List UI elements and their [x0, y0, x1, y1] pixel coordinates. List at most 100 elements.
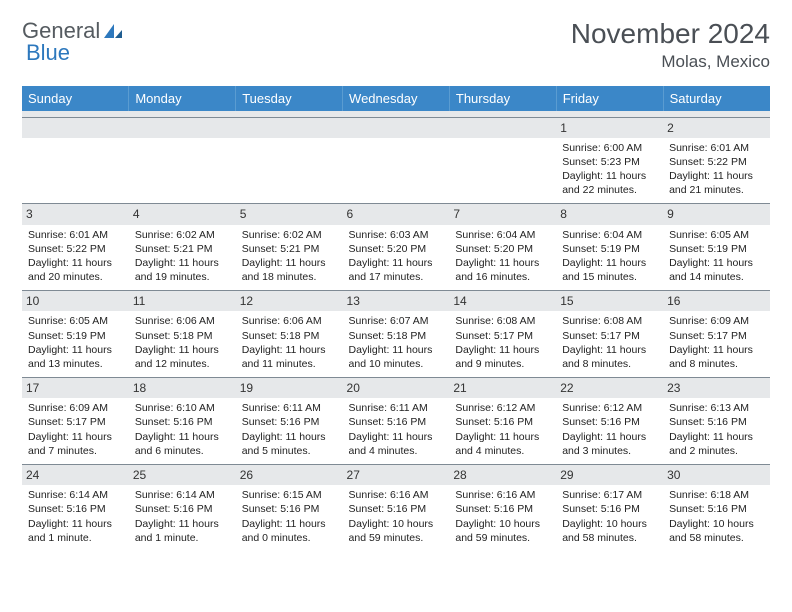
day-cell: 6Sunrise: 6:03 AMSunset: 5:20 PMDaylight…	[343, 204, 450, 291]
day-cell: 23Sunrise: 6:13 AMSunset: 5:16 PMDayligh…	[663, 378, 770, 465]
day-line: Daylight: 11 hours and 1 minute.	[135, 517, 230, 545]
day-cell: 15Sunrise: 6:08 AMSunset: 5:17 PMDayligh…	[556, 291, 663, 378]
dayheader-tuesday: Tuesday	[236, 86, 343, 111]
day-line: Sunset: 5:23 PM	[562, 155, 657, 169]
day-line: Sunset: 5:16 PM	[349, 415, 444, 429]
day-line: Sunrise: 6:03 AM	[349, 228, 444, 242]
day-number: 27	[343, 465, 450, 485]
day-line: Daylight: 11 hours and 17 minutes.	[349, 256, 444, 284]
day-line: Sunrise: 6:10 AM	[135, 401, 230, 415]
day-line: Sunrise: 6:14 AM	[28, 488, 123, 502]
day-content: Sunrise: 6:02 AMSunset: 5:21 PMDaylight:…	[242, 228, 337, 285]
day-line: Sunrise: 6:06 AM	[242, 314, 337, 328]
day-line: Sunrise: 6:04 AM	[455, 228, 550, 242]
day-content: Sunrise: 6:14 AMSunset: 5:16 PMDaylight:…	[28, 488, 123, 545]
day-line: Daylight: 11 hours and 2 minutes.	[669, 430, 764, 458]
day-line: Daylight: 11 hours and 0 minutes.	[242, 517, 337, 545]
day-line: Daylight: 10 hours and 59 minutes.	[455, 517, 550, 545]
day-line: Daylight: 11 hours and 22 minutes.	[562, 169, 657, 197]
location: Molas, Mexico	[571, 52, 770, 72]
week-row: 1 Sunrise: 6:00 AMSunset: 5:23 PMDaylight…	[22, 117, 770, 204]
day-cell: 22Sunrise: 6:12 AMSunset: 5:16 PMDayligh…	[556, 378, 663, 465]
day-content: Sunrise: 6:06 AMSunset: 5:18 PMDaylight:…	[135, 314, 230, 371]
day-line: Sunrise: 6:09 AM	[669, 314, 764, 328]
day-cell: 19 Sunrise: 6:11 AMSunset: 5:16 PMDayligh…	[236, 378, 343, 465]
day-cell	[129, 117, 236, 204]
day-content: Sunrise: 6:14 AMSunset: 5:16 PMDaylight:…	[135, 488, 230, 545]
day-number: 16	[663, 291, 770, 311]
day-line: Daylight: 11 hours and 9 minutes.	[455, 343, 550, 371]
day-line: Sunrise: 6:16 AM	[455, 488, 550, 502]
day-cell: 28Sunrise: 6:16 AMSunset: 5:16 PMDayligh…	[449, 465, 556, 551]
day-line: Sunset: 5:16 PM	[135, 415, 230, 429]
day-line: Sunset: 5:16 PM	[455, 502, 550, 516]
day-line: Sunset: 5:18 PM	[135, 329, 230, 343]
day-content: Sunrise: 6:09 AMSunset: 5:17 PMDaylight:…	[669, 314, 764, 371]
day-content	[349, 141, 444, 191]
day-content: Sunrise: 6:16 AMSunset: 5:16 PMDaylight:…	[455, 488, 550, 545]
day-number: 10	[22, 291, 129, 311]
day-line: Sunrise: 6:09 AM	[28, 401, 123, 415]
sail-icon	[102, 22, 124, 40]
dayheader-thursday: Thursday	[449, 86, 556, 111]
day-cell: 26 Sunrise: 6:15 AMSunset: 5:16 PMDayligh…	[236, 465, 343, 551]
day-line: Sunset: 5:16 PM	[562, 502, 657, 516]
day-line: Daylight: 11 hours and 6 minutes.	[135, 430, 230, 458]
day-line: Daylight: 10 hours and 58 minutes.	[562, 517, 657, 545]
day-number: 22	[556, 378, 663, 398]
day-number: 19	[236, 378, 343, 398]
day-line: Sunset: 5:18 PM	[349, 329, 444, 343]
day-line: Daylight: 11 hours and 19 minutes.	[135, 256, 230, 284]
day-line: Daylight: 11 hours and 4 minutes.	[349, 430, 444, 458]
day-cell	[236, 117, 343, 204]
day-line: Sunrise: 6:00 AM	[562, 141, 657, 155]
day-number: 18	[129, 378, 236, 398]
day-content: Sunrise: 6:04 AMSunset: 5:20 PMDaylight:…	[455, 228, 550, 285]
day-line: Sunset: 5:16 PM	[28, 502, 123, 516]
calendar-table: Sunday Monday Tuesday Wednesday Thursday…	[22, 86, 770, 551]
day-line: Sunrise: 6:16 AM	[349, 488, 444, 502]
day-content: Sunrise: 6:11 AMSunset: 5:16 PMDaylight:…	[242, 401, 337, 458]
day-number	[449, 118, 556, 138]
day-content	[455, 141, 550, 191]
day-number: 21	[449, 378, 556, 398]
day-line: Daylight: 11 hours and 8 minutes.	[669, 343, 764, 371]
day-line: Daylight: 10 hours and 59 minutes.	[349, 517, 444, 545]
day-number: 11	[129, 291, 236, 311]
day-cell: 25Sunrise: 6:14 AMSunset: 5:16 PMDayligh…	[129, 465, 236, 551]
day-cell: 5 Sunrise: 6:02 AMSunset: 5:21 PMDaylight…	[236, 204, 343, 291]
day-line: Sunset: 5:18 PM	[242, 329, 337, 343]
week-row: 17Sunrise: 6:09 AMSunset: 5:17 PMDayligh…	[22, 378, 770, 465]
day-number: 23	[663, 378, 770, 398]
day-line: Sunrise: 6:12 AM	[455, 401, 550, 415]
day-line: Daylight: 11 hours and 4 minutes.	[455, 430, 550, 458]
day-number: 26	[236, 465, 343, 485]
day-line: Sunrise: 6:08 AM	[562, 314, 657, 328]
day-cell: 27 Sunrise: 6:16 AMSunset: 5:16 PMDayligh…	[343, 465, 450, 551]
day-line: Sunrise: 6:04 AM	[562, 228, 657, 242]
day-cell: 18 Sunrise: 6:10 AMSunset: 5:16 PMDayligh…	[129, 378, 236, 465]
day-line: Daylight: 11 hours and 15 minutes.	[562, 256, 657, 284]
dayheader-sunday: Sunday	[22, 86, 129, 111]
day-cell: 13Sunrise: 6:07 AMSunset: 5:18 PMDayligh…	[343, 291, 450, 378]
day-line: Sunset: 5:16 PM	[349, 502, 444, 516]
day-line: Sunset: 5:20 PM	[349, 242, 444, 256]
day-number: 7	[449, 204, 556, 224]
day-line: Daylight: 11 hours and 14 minutes.	[669, 256, 764, 284]
dayheader-wednesday: Wednesday	[343, 86, 450, 111]
day-line: Sunset: 5:22 PM	[669, 155, 764, 169]
day-content: Sunrise: 6:18 AMSunset: 5:16 PMDaylight:…	[669, 488, 764, 545]
day-line: Sunset: 5:16 PM	[562, 415, 657, 429]
day-content: Sunrise: 6:04 AMSunset: 5:19 PMDaylight:…	[562, 228, 657, 285]
day-content	[242, 141, 337, 191]
day-line: Daylight: 11 hours and 7 minutes.	[28, 430, 123, 458]
calendar-body: 1Sunrise: 6:00 AMSunset: 5:23 PMDaylight…	[22, 117, 770, 551]
day-line: Sunset: 5:16 PM	[242, 415, 337, 429]
day-line: Sunset: 5:16 PM	[669, 415, 764, 429]
day-line: Daylight: 11 hours and 8 minutes.	[562, 343, 657, 371]
day-content: Sunrise: 6:15 AMSunset: 5:16 PMDaylight:…	[242, 488, 337, 545]
day-number: 1	[556, 118, 663, 138]
day-cell: 20Sunrise: 6:11 AMSunset: 5:16 PMDayligh…	[343, 378, 450, 465]
day-content: Sunrise: 6:11 AMSunset: 5:16 PMDaylight:…	[349, 401, 444, 458]
day-number: 5	[236, 204, 343, 224]
